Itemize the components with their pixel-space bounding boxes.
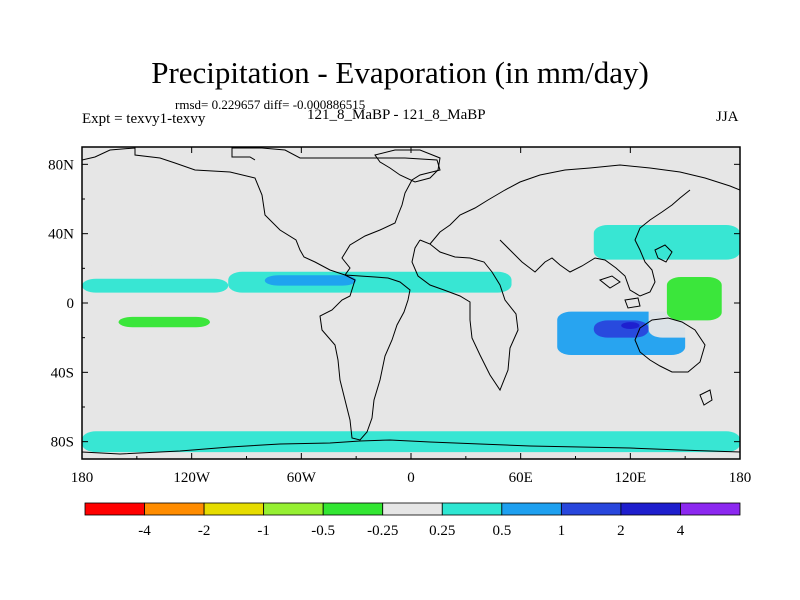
coastline-south-america — [319, 274, 411, 441]
colorbar-label: 0.5 — [492, 523, 511, 539]
season-label: JJA — [716, 109, 739, 125]
precip-region — [82, 245, 156, 269]
stats-text: rmsd= 0.229657 diff= -0.000886515 — [175, 97, 366, 112]
coastline-asia-south — [499, 189, 691, 297]
colorbar-swatch — [382, 502, 443, 516]
y-tick-label: 80N — [48, 157, 74, 173]
precip-region — [118, 316, 210, 328]
colorbar-swatch — [501, 502, 562, 516]
coastline-antarctica — [82, 439, 740, 455]
x-tick-label: 180 — [71, 470, 94, 486]
precip-region — [264, 275, 357, 286]
colorbar-swatch — [620, 502, 681, 516]
x-tick-label: 120W — [173, 470, 211, 486]
colorbar-label: -4 — [138, 523, 151, 539]
precip-region — [666, 277, 722, 321]
colorbar-swatch — [84, 502, 145, 516]
colorbar-swatch — [680, 502, 741, 516]
precip-region — [593, 225, 740, 260]
coastline-greenland — [374, 149, 441, 183]
colorbar-label: 2 — [617, 523, 625, 539]
colorbar-swatch — [560, 502, 622, 516]
x-tick-label: 180 — [729, 470, 752, 486]
y-tick-label: 40S — [51, 365, 74, 381]
precip-region — [593, 320, 649, 338]
colorbar-label: 4 — [677, 523, 685, 539]
colorbar-label: 1 — [558, 523, 566, 539]
colorbar-label: -0.25 — [367, 523, 398, 539]
coastline-australia — [634, 317, 706, 373]
colorbar-label: -1 — [257, 523, 270, 539]
colorbar-swatch — [263, 502, 324, 516]
x-tick-label: 120E — [614, 470, 646, 486]
x-tick-label: 60W — [287, 470, 317, 486]
experiment-label: Expt = texvy1-texvy — [82, 111, 206, 127]
coastline-north-america — [82, 147, 441, 276]
x-tick-label: 60E — [509, 470, 533, 486]
precip-region — [337, 303, 485, 329]
x-tick-label: 0 — [407, 470, 415, 486]
colorbar-label: -0.5 — [311, 523, 335, 539]
colorbar-swatch — [441, 502, 503, 516]
chart-title: Precipitation - Evaporation (in mm/day) — [151, 55, 649, 90]
precip-region — [82, 278, 229, 293]
center-label: 121_8_MaBP - 121_8_MaBP — [307, 107, 486, 123]
y-tick-label: 80S — [51, 435, 74, 451]
coastline-europe-africa — [411, 239, 519, 392]
precip-region — [621, 322, 640, 329]
y-tick-label: 0 — [67, 296, 75, 312]
colorbar-swatch — [322, 502, 384, 516]
colorbar-label: 0.25 — [429, 523, 455, 539]
coastline-islands — [598, 244, 713, 406]
y-tick-label: 40N — [48, 227, 74, 243]
coastline-eurasia — [429, 164, 740, 245]
colorbar-swatch — [203, 502, 265, 516]
colorbar-label: -2 — [198, 523, 211, 539]
colorbar-swatch — [144, 502, 205, 516]
